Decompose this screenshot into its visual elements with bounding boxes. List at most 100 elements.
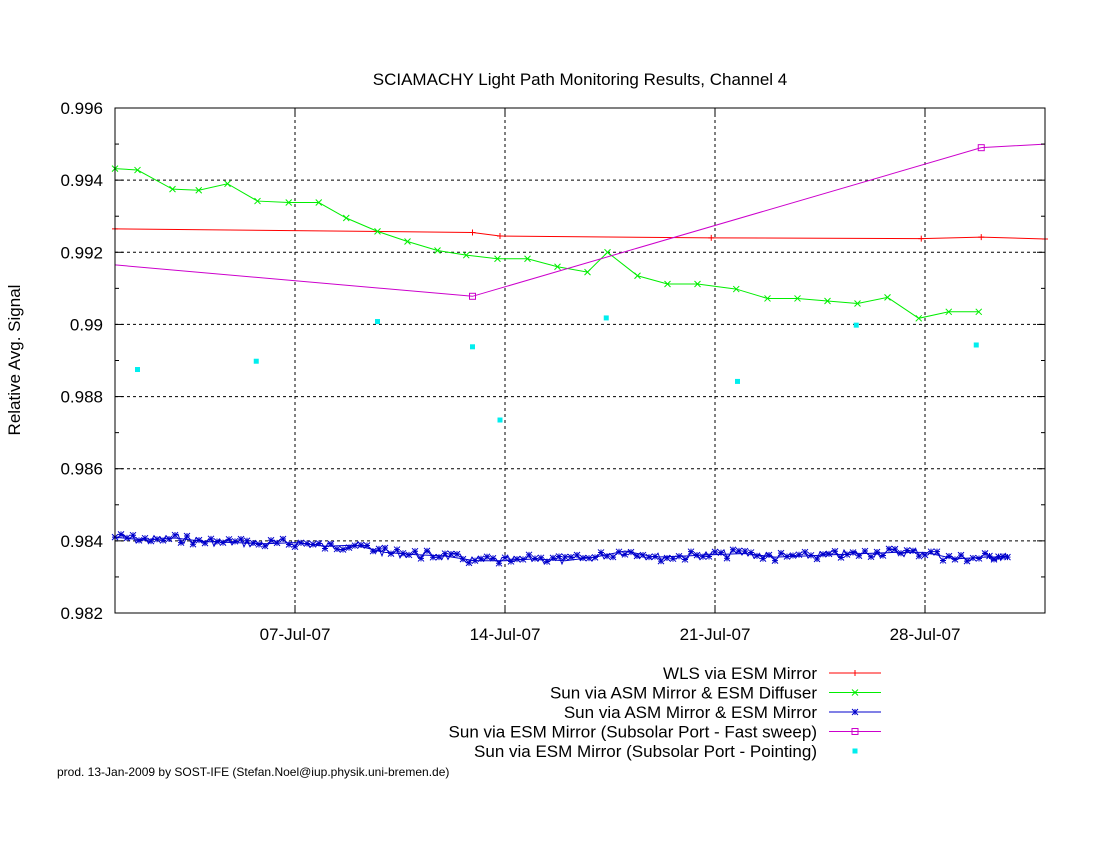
series-point	[884, 294, 891, 301]
series-point	[801, 548, 809, 556]
series-point	[374, 228, 381, 235]
series-point	[615, 548, 623, 556]
series-point	[729, 546, 737, 554]
series-point	[819, 550, 827, 558]
series-point	[693, 551, 701, 559]
series-point	[219, 539, 227, 547]
series-point	[831, 547, 839, 555]
series-point	[694, 280, 701, 288]
legend-swatch-marker	[852, 670, 858, 676]
series-point	[753, 552, 761, 560]
series-point	[135, 367, 140, 373]
series-point	[153, 535, 161, 543]
series-point	[973, 342, 979, 348]
series-point	[795, 551, 803, 559]
series-point	[342, 214, 350, 222]
series-point	[651, 553, 659, 560]
series-point	[123, 534, 131, 542]
series-point	[861, 547, 869, 555]
series-point	[237, 535, 245, 543]
series-point	[735, 378, 740, 384]
series-point	[393, 546, 401, 553]
series-point	[747, 549, 755, 556]
series-point	[285, 199, 293, 206]
series-point	[195, 186, 203, 194]
series-point	[489, 554, 497, 562]
series-point	[969, 554, 977, 562]
series-point	[524, 255, 531, 263]
series-point	[783, 553, 791, 560]
series-point	[708, 234, 715, 241]
series-point	[129, 531, 137, 539]
series-point	[183, 532, 191, 540]
series-point	[705, 553, 713, 560]
series-point	[267, 536, 275, 544]
series-point	[189, 540, 197, 548]
series-point	[303, 540, 311, 547]
series-point	[369, 547, 377, 555]
series-point	[279, 535, 287, 543]
series-point	[537, 554, 545, 562]
series-point	[291, 543, 299, 551]
series-point	[853, 322, 859, 328]
series-point	[339, 546, 347, 553]
series-point	[434, 247, 441, 254]
series-point	[561, 553, 569, 561]
series-point	[687, 548, 695, 556]
series-point	[375, 545, 383, 553]
series-point	[483, 553, 491, 561]
series-point	[243, 537, 251, 545]
series-point	[531, 555, 539, 562]
series-point	[915, 314, 923, 322]
series-point	[315, 199, 323, 206]
series-point	[470, 344, 475, 350]
series-point	[951, 556, 959, 563]
series-point	[357, 541, 365, 549]
series-point	[1004, 553, 1011, 561]
series-point	[315, 540, 323, 547]
series-point	[999, 553, 1007, 560]
series-point	[735, 547, 743, 555]
series-point	[633, 552, 641, 560]
series-point	[351, 542, 359, 550]
series-point	[711, 548, 719, 556]
series-point	[764, 295, 771, 302]
series-point	[918, 235, 925, 242]
series-point	[495, 559, 503, 567]
series-point	[253, 358, 259, 364]
series-point	[429, 553, 437, 561]
series-point	[995, 553, 1002, 560]
series-3	[111, 531, 1011, 567]
series-point	[591, 553, 599, 561]
series-point	[813, 555, 821, 563]
series-point	[321, 545, 329, 552]
series-point	[501, 554, 509, 562]
series-point	[447, 550, 455, 558]
series-point	[585, 554, 593, 562]
axis-ticks	[115, 107, 1045, 614]
series-point	[873, 548, 881, 556]
series-point	[909, 547, 917, 555]
series-point	[681, 556, 689, 563]
legend-label: Sun via ESM Mirror (Subsolar Port - Fast…	[449, 723, 817, 742]
series-point	[134, 166, 141, 174]
series-point	[497, 417, 503, 423]
series-point	[177, 539, 185, 546]
series-point	[513, 555, 521, 563]
series-point	[663, 554, 671, 562]
series-point	[855, 552, 863, 560]
series-point	[981, 550, 989, 557]
series-point	[147, 537, 155, 545]
series-point	[441, 550, 449, 557]
series-point	[627, 548, 635, 556]
series-point	[297, 539, 305, 547]
series-point	[549, 554, 557, 562]
legend-label: WLS via ESM Mirror	[663, 664, 817, 683]
series-point	[405, 551, 413, 559]
series-point	[879, 552, 887, 559]
series-point	[494, 255, 501, 263]
series-point	[417, 555, 425, 562]
series-point	[519, 556, 527, 563]
series-point	[915, 552, 923, 560]
series-point	[891, 545, 899, 553]
